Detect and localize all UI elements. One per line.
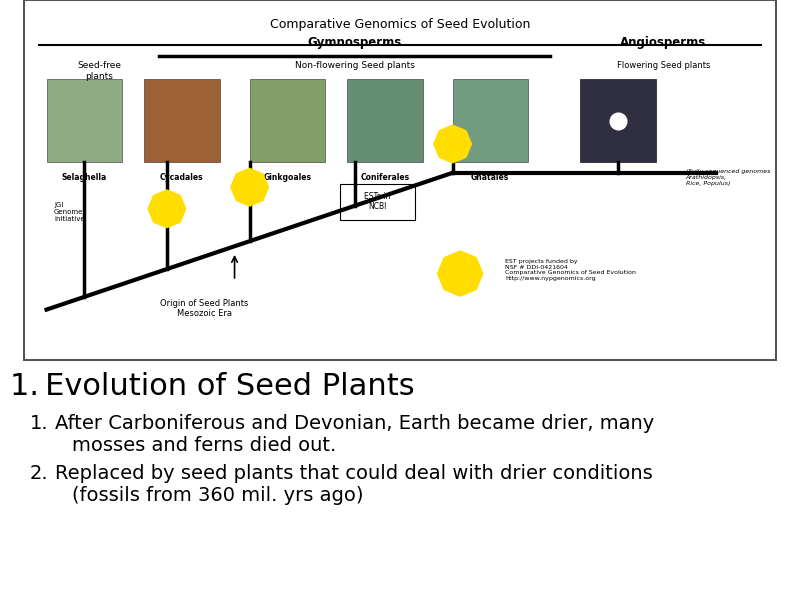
Bar — [340, 184, 415, 220]
Bar — [347, 79, 422, 162]
Bar — [250, 79, 325, 162]
Text: Comparative Genomics of Seed Evolution: Comparative Genomics of Seed Evolution — [270, 18, 530, 31]
Text: (fossils from 360 mil. yrs ago): (fossils from 360 mil. yrs ago) — [72, 486, 363, 505]
Bar — [581, 79, 656, 162]
Bar — [144, 79, 219, 162]
Text: Non-flowering Seed plants: Non-flowering Seed plants — [295, 61, 415, 70]
Text: Ginkgoales: Ginkgoales — [263, 173, 311, 182]
Text: Selaghella: Selaghella — [62, 173, 106, 182]
Text: 2.: 2. — [30, 464, 49, 483]
Bar — [581, 79, 656, 162]
Text: Coniferales: Coniferales — [360, 173, 410, 182]
Text: Cycadales: Cycadales — [160, 173, 204, 182]
Text: mosses and ferns died out.: mosses and ferns died out. — [72, 436, 336, 455]
Bar — [46, 79, 122, 162]
Text: Replaced by seed plants that could deal with drier conditions: Replaced by seed plants that could deal … — [55, 464, 653, 483]
Text: ESTs in
NCBI: ESTs in NCBI — [364, 192, 390, 211]
Text: Seed-free
plants: Seed-free plants — [77, 61, 122, 80]
Bar — [24, 0, 776, 360]
Text: Angiosperms: Angiosperms — [620, 36, 706, 49]
Text: EST projects funded by
NSF # DDI-0421604
Comparative Genomics of Seed Evolution
: EST projects funded by NSF # DDI-0421604… — [506, 259, 636, 281]
Text: 1. Evolution of Seed Plants: 1. Evolution of Seed Plants — [10, 372, 414, 401]
Text: Gymnosperms: Gymnosperms — [308, 36, 402, 49]
Text: 1.: 1. — [30, 414, 49, 433]
Text: JGI
Genome
initiative: JGI Genome initiative — [54, 202, 85, 221]
Text: Flowering Seed plants: Flowering Seed plants — [617, 61, 710, 70]
Text: Gnatales: Gnatales — [471, 173, 510, 182]
Text: After Carboniferous and Devonian, Earth became drier, many: After Carboniferous and Devonian, Earth … — [55, 414, 654, 433]
Text: Origin of Seed Plants
Mesozoic Era: Origin of Seed Plants Mesozoic Era — [160, 299, 249, 318]
Text: (Fully sequenced genomes
Arathidopsis,
Rice, Populus): (Fully sequenced genomes Arathidopsis, R… — [686, 169, 770, 186]
Bar — [453, 79, 528, 162]
